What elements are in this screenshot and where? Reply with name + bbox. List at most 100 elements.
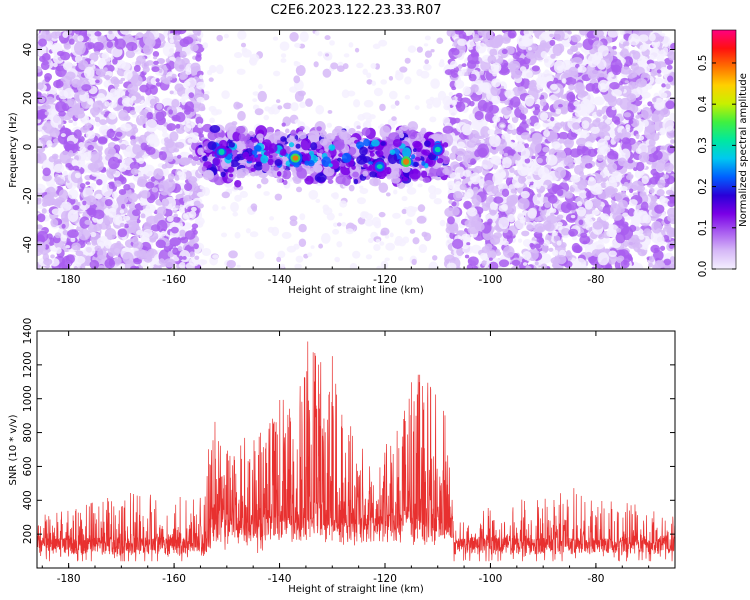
spectrogram-cell — [123, 215, 131, 221]
spectrogram-cell — [91, 239, 98, 246]
spectrogram-cell — [145, 181, 155, 189]
spectrogram-cell — [142, 43, 154, 55]
spectrogram-cell — [54, 176, 62, 183]
spectrogram-cell — [569, 148, 581, 158]
spectrogram-cell — [196, 96, 205, 103]
spectrogram-cell — [652, 150, 663, 161]
spectrogram-cell — [106, 61, 112, 66]
spectrogram-cell — [274, 193, 283, 201]
spectrogram-cell — [369, 114, 376, 120]
spectrogram-cell — [430, 78, 440, 89]
spectrogram-cell — [580, 129, 590, 139]
spectrogram-cell — [640, 201, 649, 211]
spectrogram-cell — [228, 250, 238, 259]
spectrogram-cell — [597, 252, 610, 266]
spectrogram-cell — [552, 208, 557, 214]
spectrogram-cell — [614, 119, 621, 125]
spectrogram-cell — [599, 132, 605, 137]
spectrogram-cell — [165, 58, 170, 63]
spectrogram-cell — [158, 151, 167, 161]
spectrogram-cell — [568, 84, 575, 91]
spectrogram-cell — [661, 83, 666, 88]
spectrogram-cell — [585, 251, 593, 258]
spectrogram-cell — [252, 98, 258, 103]
spectrogram-cell — [470, 158, 476, 165]
spectrogram-cell — [481, 202, 486, 206]
spectrogram-cell — [123, 69, 133, 80]
spectrogram-cell — [575, 42, 583, 48]
spectrogram-cell — [111, 191, 118, 199]
spectrogram-cell — [608, 73, 615, 78]
spectrogram-cell — [656, 69, 662, 74]
spectrogram-cell — [119, 222, 125, 228]
spectrogram-cell — [409, 228, 416, 234]
spectrogram-cell — [556, 240, 562, 246]
spectrogram-cell — [142, 169, 149, 175]
spectrogram-cell — [651, 113, 659, 122]
spectrogram-cell — [504, 89, 515, 99]
spectrogram-cell — [82, 200, 87, 206]
spectrogram-cell — [67, 229, 79, 239]
spectrogram-cell — [570, 34, 582, 43]
spectrogram-cell — [391, 116, 397, 121]
spectrogram-cell — [379, 241, 385, 246]
spectrogram-cell — [581, 147, 592, 157]
spectrogram-cell — [552, 249, 559, 256]
spectrogram-cell — [113, 78, 120, 85]
spectrogram-cell — [446, 262, 457, 269]
spectrogram-cell — [131, 61, 136, 66]
spectrogram-cell — [185, 69, 192, 75]
spectrogram-cell — [78, 141, 85, 148]
spectrogram-cell — [88, 77, 97, 85]
spectrogram-cell — [60, 201, 72, 211]
spectrogram-cell — [647, 63, 657, 70]
spectrogram-cell — [522, 250, 532, 260]
spectrogram-cell — [94, 245, 102, 252]
spectrogram-cell — [51, 108, 58, 117]
spectrogram-cell — [146, 111, 154, 120]
spectrogram-cell — [428, 261, 439, 269]
spectrogram-cell — [539, 211, 547, 217]
spectrogram-cell — [254, 251, 265, 260]
spectrogram-cell — [120, 77, 126, 82]
spectrogram-cell — [190, 62, 201, 72]
spectrogram-cell — [41, 125, 48, 131]
spectrogram-cell — [501, 48, 508, 55]
spectrogram-cell — [183, 194, 193, 202]
spectrogram-cell — [107, 207, 117, 218]
spectrogram-cell — [175, 123, 181, 129]
spectrogram-cell — [536, 193, 542, 198]
spectrogram-cell — [526, 224, 535, 232]
spectrogram-cell — [656, 189, 665, 197]
spectrogram-cell — [521, 230, 530, 237]
spectrogram-cell — [467, 60, 477, 69]
spectrogram-cell — [73, 255, 86, 265]
spectrogram-cell — [629, 174, 634, 179]
spectrogram-cell — [165, 141, 178, 154]
spectrogram-cell — [543, 129, 550, 138]
spectrogram-cell — [466, 188, 474, 198]
spectrogram-cell — [576, 103, 588, 116]
spectrogram-cell — [73, 129, 82, 139]
spectrogram-cell — [385, 242, 396, 251]
spectrogram-cell — [399, 66, 408, 73]
spectrogram-cell — [536, 157, 543, 164]
spectrogram-cell — [97, 137, 108, 145]
spectrogram-cell — [326, 122, 333, 128]
spectrogram-cell — [652, 97, 657, 103]
spectrogram-cell — [62, 103, 70, 112]
spectrogram-cell — [612, 212, 623, 221]
spectrogram-cell — [662, 117, 675, 132]
spectrogram-cell — [514, 182, 520, 189]
spectrogram-cell — [480, 139, 485, 144]
spectrogram-cell — [140, 95, 145, 101]
spectrogram-cell — [550, 212, 555, 216]
spectrogram-cell — [617, 199, 629, 210]
spectrogram-cell — [356, 197, 367, 205]
spectrogram-cell — [501, 37, 511, 44]
spectrogram-cell — [378, 211, 386, 218]
spectrogram-cell — [158, 58, 166, 64]
spectrogram-cell — [651, 220, 663, 234]
spectrogram-cell — [237, 110, 246, 121]
